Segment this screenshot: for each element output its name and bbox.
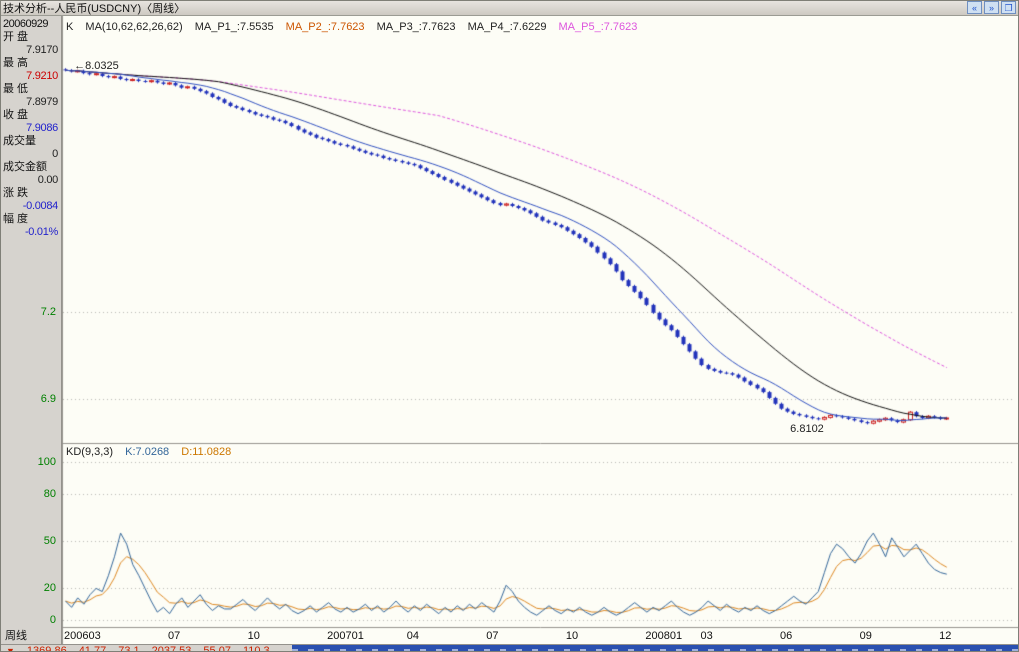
price-axis-label: 6.9 <box>40 393 56 406</box>
kd-k-value: K:7.0268 <box>125 446 170 458</box>
kd-params-label: KD(9,3,3) <box>66 446 114 458</box>
scroll-right-button[interactable]: » <box>984 1 999 14</box>
field-value-close: 7.9086 <box>26 122 58 134</box>
x-axis-label: 04 <box>406 630 419 642</box>
x-axis-label: 10 <box>565 630 579 642</box>
x-axis-label: 10 <box>247 630 260 642</box>
scroll-left-button[interactable]: « <box>967 1 982 14</box>
price-annotation: ←8.0325 <box>74 60 119 73</box>
ma-p3-value: MA_P3_:7.7623 <box>376 21 456 33</box>
field-label-turnover: 成交金额 <box>3 161 47 173</box>
ma-p5-value: MA_P5_:7.7623 <box>558 21 638 33</box>
ma-p2-value: MA_P2_:7.7623 <box>285 21 365 33</box>
x-axis-label: 200701 <box>327 630 364 642</box>
kd-d-value: D:11.0828 <box>181 446 232 458</box>
x-axis-label: 200801 <box>645 630 683 642</box>
ma-p4-value: MA_P4_:7.6229 <box>467 21 547 33</box>
window-buttons: « » ❐ <box>967 1 1016 14</box>
status-index-1: 1369.86 <box>26 645 67 652</box>
x-axis-label: 09 <box>859 630 872 642</box>
status-index-2: 2037.53 <box>151 645 192 652</box>
kd-axis-label: 100 <box>37 456 56 468</box>
price-annotation: 6.8102 <box>790 423 824 436</box>
field-value-high: 7.9210 <box>26 70 58 82</box>
kd-axis-label: 50 <box>43 535 56 547</box>
x-axis-label: 06 <box>780 630 793 642</box>
kd-axis-label: 20 <box>43 582 56 595</box>
status-ticker-bar <box>291 645 1019 652</box>
x-axis-label: 07 <box>486 630 499 642</box>
x-axis-label: 200603 <box>64 630 101 642</box>
price-panel-header: K MA(10,62,62,26,62) MA_P1_:7.5535 MA_P2… <box>66 21 646 33</box>
status-volume-1: 73.1 <box>118 645 140 652</box>
kd-panel-header: KD(9,3,3) K:7.0268 D:11.0828 <box>66 446 240 458</box>
window-title: 技术分析--人民币(USDCNY)〈周线〉 <box>3 2 186 15</box>
field-label-low: 最 低 <box>3 83 29 95</box>
field-label-high: 最 高 <box>3 57 29 69</box>
restore-window-button[interactable]: ❐ <box>1001 1 1016 14</box>
field-value-low: 7.8979 <box>26 96 58 108</box>
kd-axis-label: 0 <box>49 614 56 626</box>
field-label-volume: 成交量 <box>3 135 36 147</box>
field-label-close: 收 盘 <box>3 109 29 121</box>
quote-panel: 20060929 开 盘 7.9170 最 高 7.9210 最 低 7.897… <box>0 16 62 644</box>
field-value-open: 7.9170 <box>26 44 58 56</box>
status-change-1: 41.77 <box>78 645 107 652</box>
field-label-change: 涨 跌 <box>3 187 29 199</box>
field-value-range: -0.01% <box>24 226 58 238</box>
status-volume-2: 110.3 <box>242 645 270 652</box>
field-value-volume: 0 <box>52 148 58 160</box>
price-axis-label: 7.2 <box>40 306 56 319</box>
status-marker-icon: ▼ <box>6 646 15 652</box>
field-value-change: -0.0084 <box>22 200 59 212</box>
x-axis-label: 07 <box>168 630 181 642</box>
title-bar: 技术分析--人民币(USDCNY)〈周线〉 « » ❐ <box>0 0 1019 16</box>
quote-date: 20060929 <box>3 18 48 30</box>
status-change-2: 55.07 <box>203 645 231 652</box>
x-axis-label: 12 <box>939 630 952 642</box>
k-indicator-label: K <box>66 21 74 33</box>
field-value-turnover: 0.00 <box>37 174 59 186</box>
ma-p1-value: MA_P1_:7.5535 <box>194 21 274 33</box>
ma-params-label: MA(10,62,62,26,62) <box>85 21 183 33</box>
x-axis-label: 03 <box>700 630 713 642</box>
kd-axis-label: 80 <box>43 487 56 500</box>
status-bar: ▼ 1369.86 41.77 73.1 2037.53 55.07 110.3 <box>0 644 1019 652</box>
period-label: 周线 <box>5 630 27 642</box>
field-label-range: 幅 度 <box>3 213 29 225</box>
field-label-open: 开 盘 <box>3 31 29 43</box>
